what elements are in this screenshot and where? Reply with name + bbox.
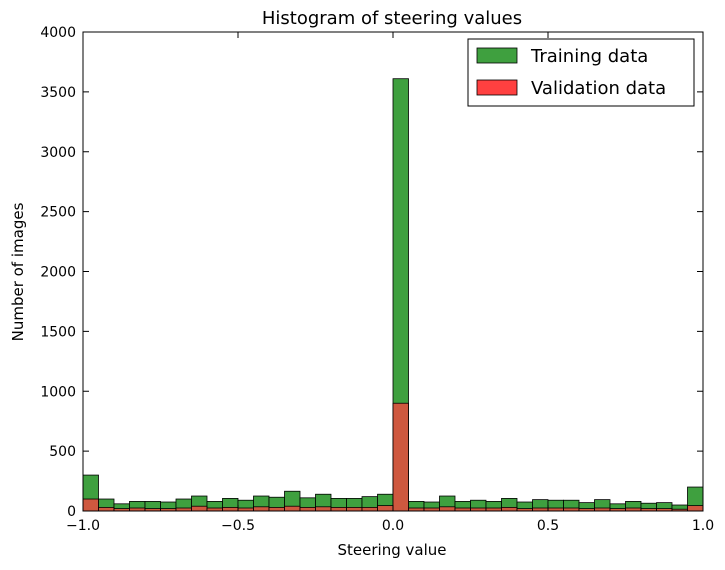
y-tick-label: 500 <box>49 444 76 460</box>
bar-validation-data <box>191 505 208 512</box>
x-tick-label: 1.0 <box>692 518 714 534</box>
bars-group <box>82 78 704 512</box>
bar-validation-data <box>284 505 301 512</box>
bar-validation-data <box>82 498 99 512</box>
y-tick-label: 3500 <box>40 85 76 101</box>
legend: Training data Validation data <box>467 38 695 107</box>
bar-validation-data <box>222 507 239 512</box>
y-tick-label: 4000 <box>40 25 76 41</box>
legend-swatch-training-data <box>476 47 518 64</box>
x-tick-label: 0.0 <box>382 518 404 534</box>
bar-validation-data <box>687 505 704 512</box>
y-tick-label: 1000 <box>40 384 76 400</box>
y-tick-label: 2500 <box>40 205 76 221</box>
bar-validation-data <box>346 507 363 512</box>
bar-validation-data <box>299 507 316 512</box>
y-tick-label: 0 <box>67 504 76 520</box>
bar-validation-data <box>361 507 378 512</box>
legend-swatch-validation-data <box>476 79 518 96</box>
x-axis-title: Steering value <box>338 541 447 559</box>
bar-validation-data <box>439 506 456 512</box>
y-axis-title: Number of images <box>9 202 27 341</box>
bar-validation-data <box>253 506 270 512</box>
legend-label-validation-data: Validation data <box>531 78 666 99</box>
legend-label-training-data: Training data <box>530 46 648 67</box>
y-tick-label: 3000 <box>40 145 76 161</box>
x-tick-label: 0.5 <box>537 518 559 534</box>
bar-validation-data <box>392 402 409 512</box>
y-tick-label: 2000 <box>40 265 76 281</box>
bar-validation-data <box>268 507 285 512</box>
ticks-group: −1.0 −0.5 0.0 0.5 1.0 0 500 1000 1500 2000 2500 300… <box>40 25 714 534</box>
chart-title: Histogram of steering values <box>262 8 522 29</box>
bar-validation-data <box>315 506 332 512</box>
x-tick-label: −1.0 <box>66 518 100 534</box>
x-tick-label: −0.5 <box>221 518 255 534</box>
bar-validation-data <box>501 507 518 512</box>
bar-validation-data <box>98 507 115 512</box>
y-tick-label: 1500 <box>40 324 76 340</box>
bar-validation-data <box>377 505 394 512</box>
bar-validation-data <box>330 507 347 512</box>
